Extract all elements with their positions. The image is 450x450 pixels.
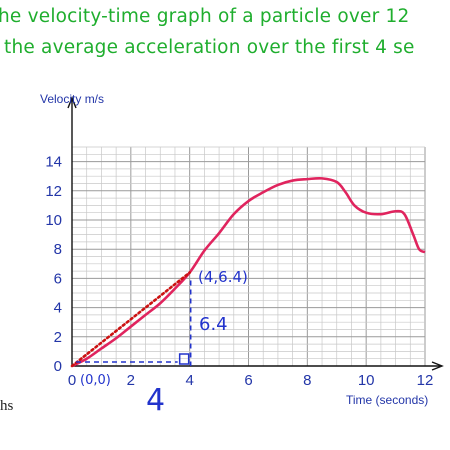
chart-grid (71, 146, 426, 367)
stray-text: hs (0, 398, 14, 414)
x-tick-label: 12 (417, 372, 434, 389)
y-tick-label: 0 (54, 358, 62, 375)
y-axis-label: Velocity m/s (40, 92, 104, 106)
question-line-2: the average acceleration over the first … (4, 37, 415, 58)
right-angle-marker (178, 353, 190, 365)
y-tick-label: 2 (54, 329, 62, 346)
x-axis-label: Time (seconds) (346, 393, 428, 407)
x-tick-label: 2 (127, 372, 135, 389)
question-line-1: he velocity-time graph of a particle ove… (0, 6, 410, 27)
chord-dotted-line (70, 271, 191, 368)
chart-annotations: (4,6.4) (0,0) 6.4 4 (70, 268, 248, 418)
point-start-label: (0,0) (80, 373, 111, 388)
x-tick-label: 10 (358, 372, 375, 389)
chart-series (71, 176, 426, 368)
rise-label: 6.4 (199, 314, 228, 335)
y-axis-arrow (67, 96, 77, 109)
x-tick-label: 4 (185, 372, 193, 389)
x-axis-arrow (431, 361, 444, 371)
x-tick-label-origin: 0 (68, 372, 76, 389)
y-tick-label: 4 (54, 300, 62, 317)
chart-axes (67, 96, 444, 371)
velocity-curve (71, 176, 426, 368)
y-tick-label: 8 (54, 241, 62, 258)
y-tick-label: 12 (45, 183, 62, 200)
y-tick-label: 10 (45, 212, 62, 229)
x-tick-label: 8 (303, 372, 311, 389)
x-tick-label: 6 (244, 372, 252, 389)
run-label: 4 (146, 383, 165, 418)
y-tick-label: 14 (45, 154, 62, 171)
chart-tick-labels: 2 4 6 8 10 12 0 2 4 6 8 10 12 14 0 (45, 154, 433, 389)
y-tick-label: 6 (54, 270, 62, 287)
point-end-label: (4,6.4) (198, 268, 248, 286)
